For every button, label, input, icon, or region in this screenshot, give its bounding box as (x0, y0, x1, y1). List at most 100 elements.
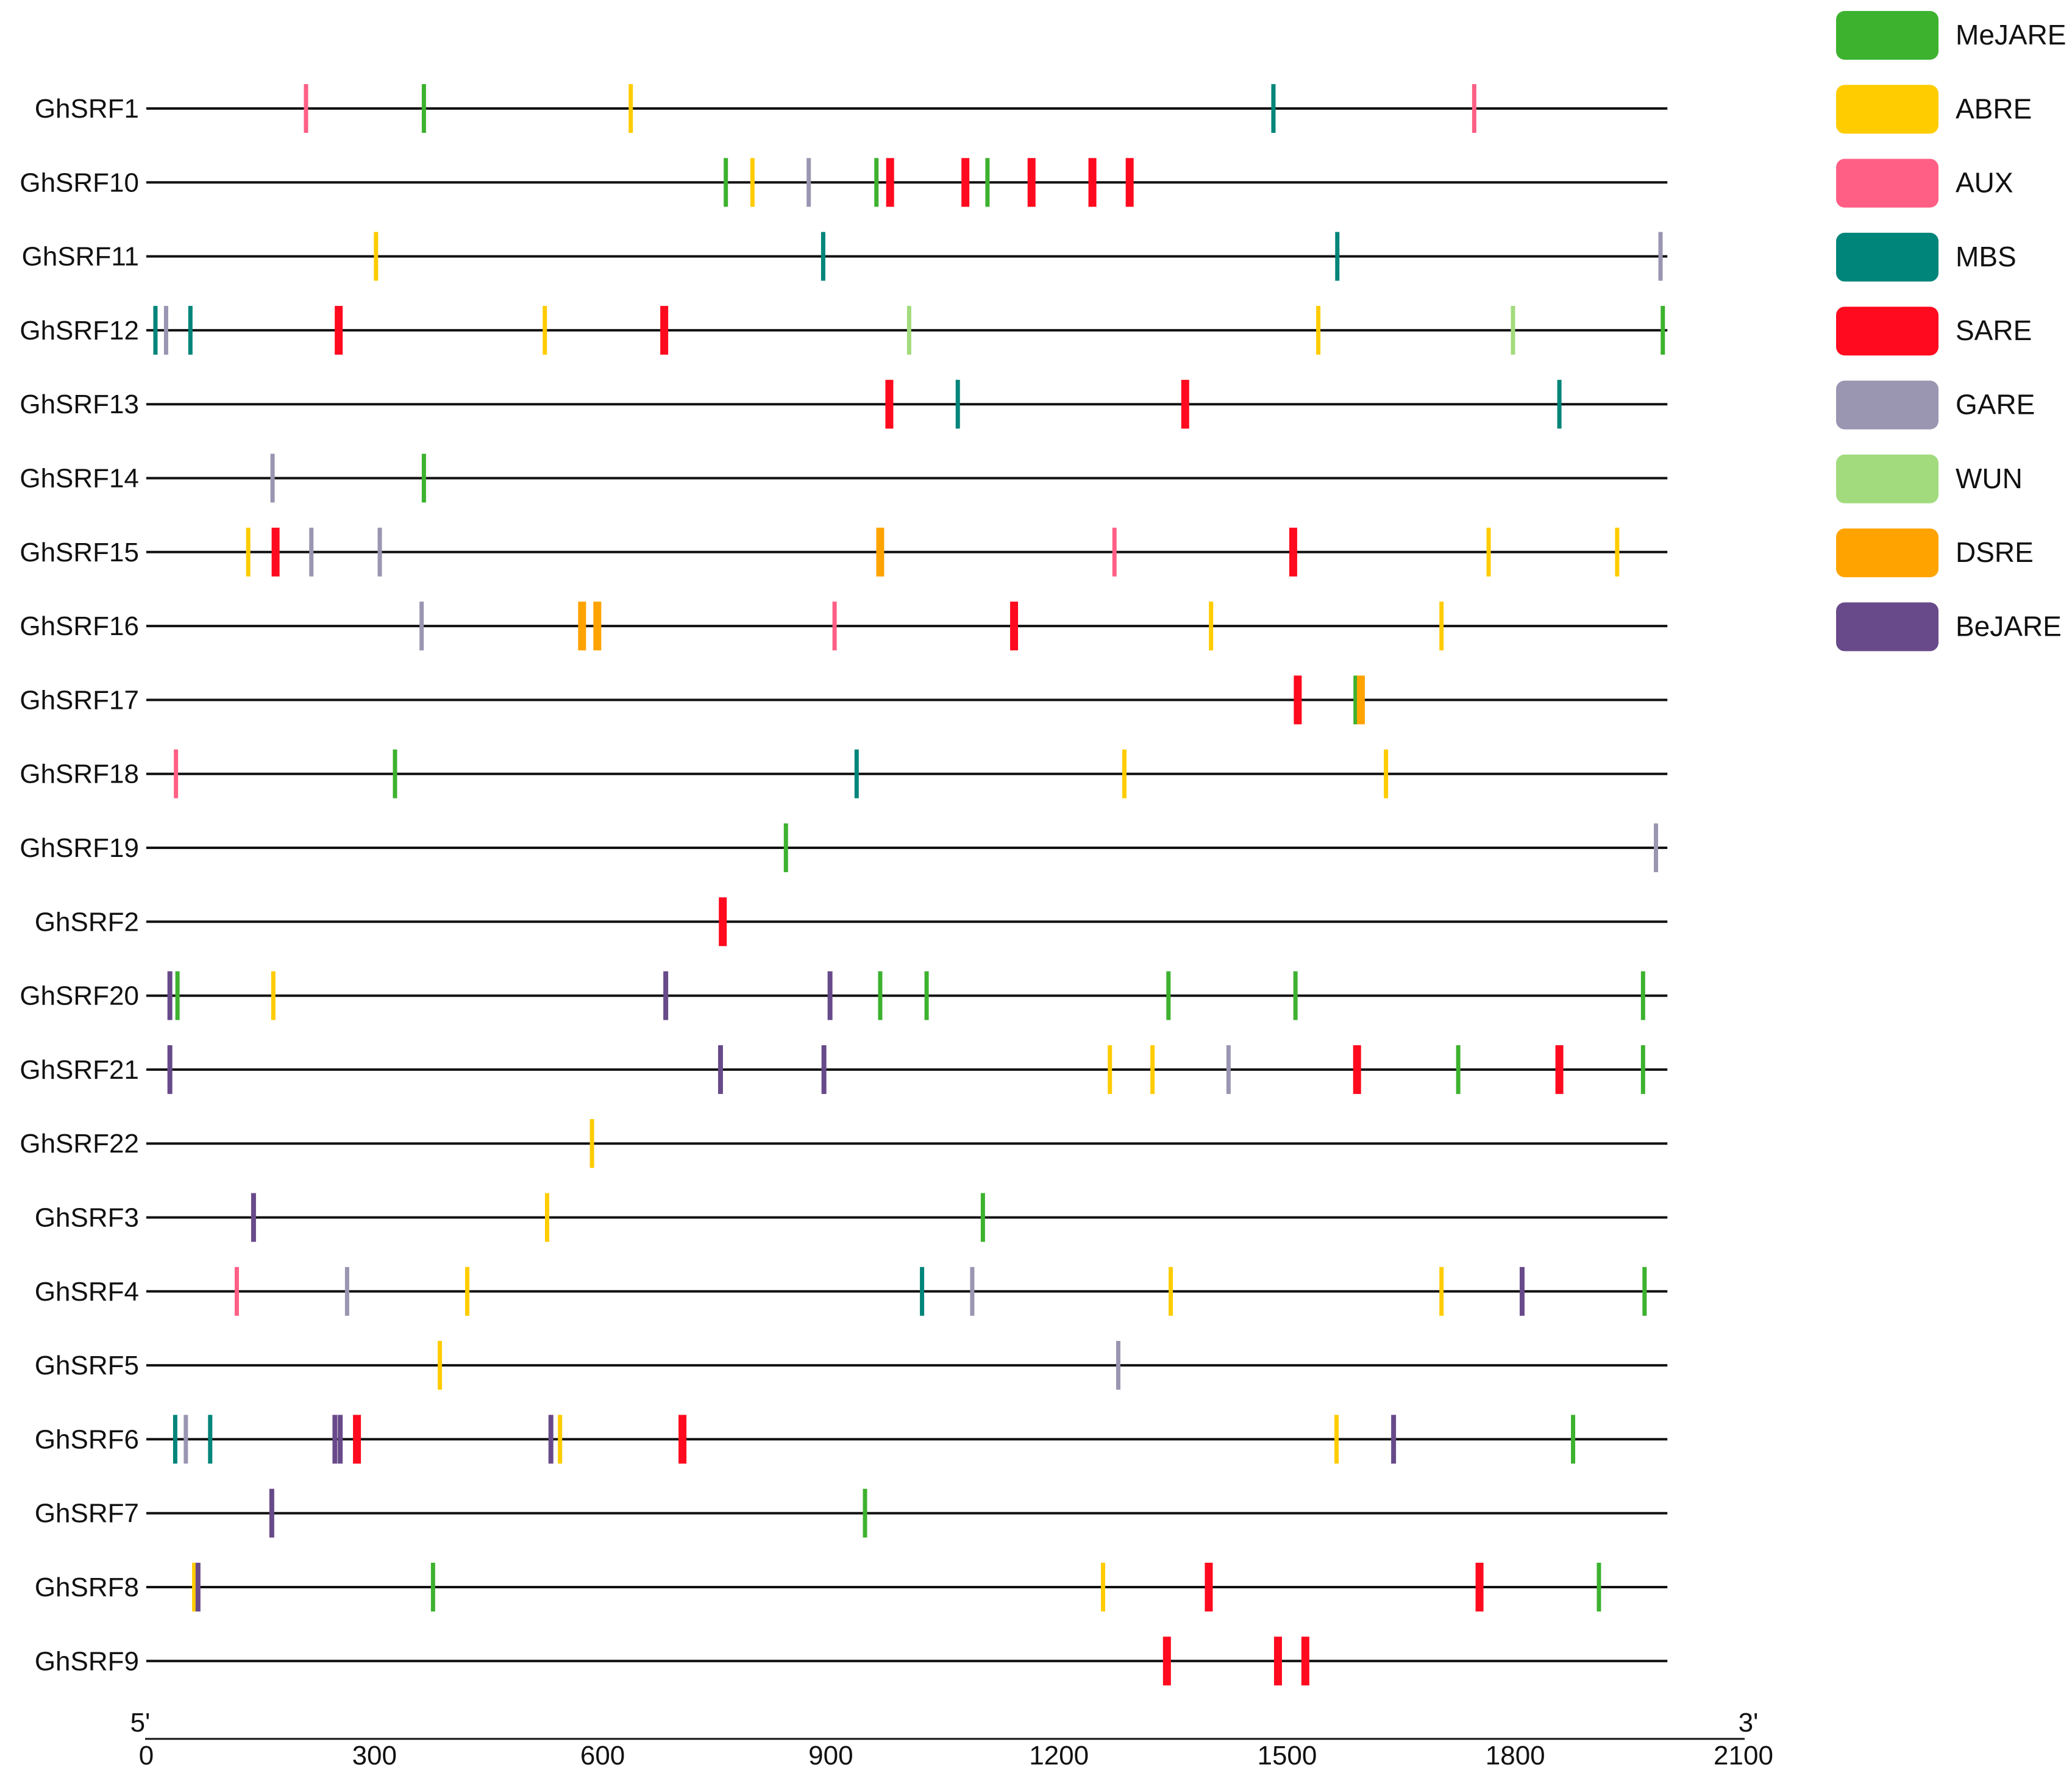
legend-swatch (1836, 528, 1938, 578)
element-dsre (876, 527, 885, 577)
element-sare (335, 305, 343, 355)
element-sare (678, 1415, 687, 1464)
gene-row-ghsrf22: GhSRF22 (20, 1119, 1668, 1168)
gene-label: GhSRF5 (35, 1351, 139, 1380)
element-sare (1289, 527, 1297, 577)
element-bejare (251, 1193, 256, 1242)
x-axis: 5' 3' 0 300 600 900 1200 1500 1800 2100 (130, 1708, 1773, 1771)
element-sare (1125, 158, 1134, 207)
gene-label: GhSRF16 (20, 611, 139, 641)
element-sare (271, 527, 280, 577)
element-sare (1301, 1636, 1309, 1686)
element-sare (885, 380, 894, 429)
x-tick-label: 900 (808, 1741, 853, 1771)
gene-row-ghsrf4: GhSRF4 (35, 1267, 1668, 1316)
legend-swatch (1836, 85, 1938, 134)
element-mejare (1661, 305, 1665, 355)
gene-label: GhSRF6 (35, 1424, 139, 1454)
legend-swatch (1836, 602, 1938, 652)
element-sare (719, 897, 727, 947)
element-sare (660, 305, 669, 355)
element-aux (1472, 84, 1476, 133)
gene-label: GhSRF8 (35, 1572, 139, 1602)
gene-label: GhSRF22 (20, 1129, 139, 1159)
gene-row-ghsrf1: GhSRF1 (35, 84, 1668, 133)
element-aux (234, 1267, 239, 1316)
element-bejare (167, 971, 173, 1020)
element-mejare (421, 84, 426, 133)
element-abre (1439, 602, 1444, 651)
gene-row-ghsrf3: GhSRF3 (35, 1193, 1668, 1242)
element-sare (886, 158, 894, 207)
element-abre (543, 305, 547, 355)
gene-row-ghsrf17: GhSRF17 (20, 675, 1668, 725)
element-mejare (878, 971, 883, 1020)
gene-label: GhSRF3 (35, 1203, 139, 1233)
gene-row-ghsrf10: GhSRF10 (20, 158, 1668, 207)
element-mejare (1166, 971, 1171, 1020)
gene-rows: GhSRF1 GhSRF10 GhSRF11 GhSRF12 GhSRF13 GhSRF1… (20, 84, 1668, 1686)
element-mbs (821, 232, 825, 281)
element-dsre (578, 602, 586, 651)
x-tick-label: 0 (139, 1741, 154, 1771)
legend-label: DSRE (1956, 536, 2034, 568)
element-bejare (717, 1045, 723, 1094)
element-mbs (153, 305, 158, 355)
gene-row-ghsrf6: GhSRF6 (35, 1415, 1668, 1464)
element-aux (304, 84, 308, 133)
gene-row-ghsrf21: GhSRF21 (20, 1045, 1668, 1094)
element-aux (832, 602, 837, 651)
element-abre (1615, 527, 1620, 577)
element-abre (1122, 749, 1127, 798)
gene-label: GhSRF19 (20, 833, 139, 863)
element-mbs (173, 1415, 177, 1464)
element-gare (183, 1415, 188, 1464)
legend-item-sare: SARE (1836, 307, 2032, 356)
x-tick-label: 1200 (1029, 1741, 1089, 1771)
legend-label: WUN (1956, 463, 2023, 494)
five-prime-label: 5' (130, 1708, 151, 1738)
element-gare (419, 602, 424, 651)
element-abre (589, 1119, 594, 1168)
legend-label: ABRE (1956, 93, 2032, 124)
element-mejare (1597, 1563, 1601, 1611)
element-gare (1658, 232, 1663, 281)
gene-row-ghsrf19: GhSRF19 (20, 823, 1668, 872)
element-sare (1205, 1563, 1213, 1611)
element-sare (1294, 675, 1302, 725)
gene-label: GhSRF11 (22, 242, 139, 272)
x-tick-label: 1800 (1486, 1741, 1545, 1771)
gene-row-ghsrf13: GhSRF13 (20, 380, 1668, 429)
element-abre (271, 971, 276, 1020)
element-abre (1169, 1267, 1173, 1316)
legend-label: MBS (1956, 241, 2017, 272)
element-sare (1273, 1636, 1282, 1686)
element-mbs (920, 1267, 925, 1316)
gene-row-ghsrf12: GhSRF12 (20, 305, 1668, 355)
gene-row-ghsrf2: GhSRF2 (35, 897, 1668, 947)
element-bejare (1519, 1267, 1525, 1316)
element-sare (1088, 158, 1097, 207)
element-mejare (863, 1488, 867, 1538)
legend-label: SARE (1956, 314, 2032, 346)
element-abre (1384, 749, 1389, 798)
element-gare (344, 1267, 349, 1316)
gene-row-ghsrf16: GhSRF16 (20, 602, 1668, 651)
element-gare (377, 527, 382, 577)
element-gare (309, 527, 314, 577)
x-tick-label: 1500 (1257, 1741, 1317, 1771)
gene-row-ghsrf11: GhSRF11 (22, 232, 1668, 281)
element-bejare (167, 1045, 173, 1094)
element-abre (1150, 1045, 1155, 1094)
element-abre (1486, 527, 1491, 577)
x-ticks: 0 300 600 900 1200 1500 1800 2100 (139, 1741, 1773, 1771)
element-abre (544, 1193, 549, 1242)
element-mejare (421, 453, 426, 503)
legend-item-mejare: MeJARE (1836, 11, 2066, 60)
legend-item-bejare: BeJARE (1836, 602, 2062, 652)
gene-label: GhSRF7 (35, 1499, 139, 1529)
element-mbs (955, 380, 960, 429)
element-mbs (188, 305, 193, 355)
element-mejare (783, 823, 788, 872)
